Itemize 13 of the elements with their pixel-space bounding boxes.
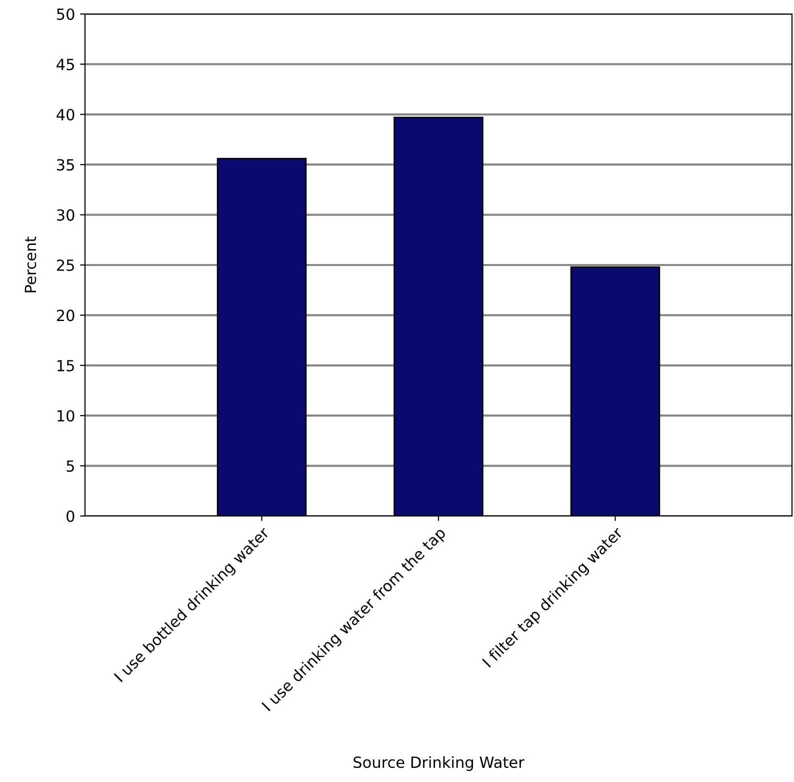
y-tick-label: 35 bbox=[57, 159, 74, 171]
y-tick-label: 40 bbox=[56, 108, 74, 120]
y-tick-label: 20 bbox=[56, 310, 74, 322]
y-tick-label: 45 bbox=[56, 58, 74, 70]
y-tick-label: 0 bbox=[66, 510, 74, 522]
x-axis-title: Source Drinking Water bbox=[354, 756, 524, 771]
y-tick-label: 50 bbox=[57, 8, 74, 20]
y-tick-label: 30 bbox=[57, 209, 74, 221]
y-tick-label: 5 bbox=[66, 460, 74, 472]
y-tick-label: 25 bbox=[56, 259, 74, 272]
y-tick-label: 15 bbox=[58, 360, 74, 372]
y-axis-title: Percent bbox=[24, 236, 36, 292]
y-tick-label: 10 bbox=[58, 410, 74, 422]
